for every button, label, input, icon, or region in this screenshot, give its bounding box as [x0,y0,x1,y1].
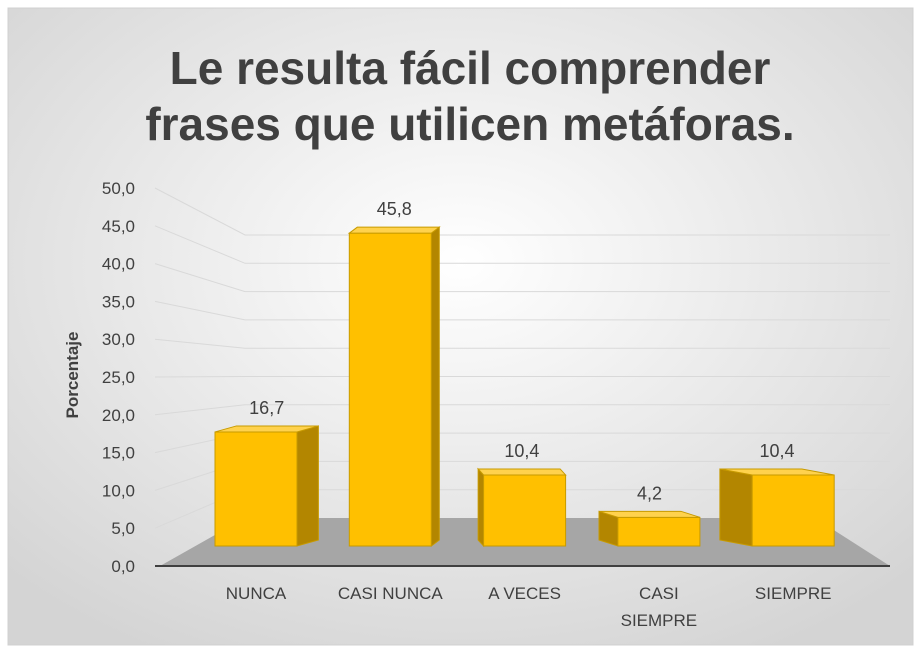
bar-side [477,467,485,548]
bar [477,467,567,548]
y-tick-label: 20,0 [102,406,135,425]
bar-front [617,516,701,547]
value-label: 45,8 [377,199,412,219]
y-tick-label: 15,0 [102,444,135,463]
y-tick-label: 30,0 [102,330,135,349]
bar-side [430,226,440,548]
y-tick-label: 40,0 [102,255,135,274]
x-tick-label: SIEMPRE [754,584,832,603]
x-tick-label: NUNCA [225,584,287,603]
bar-top [598,510,701,518]
value-label: 10,4 [504,441,539,461]
grid-line [154,376,890,378]
bar [214,425,319,547]
x-tick-label: CASI NUNCA [337,584,443,603]
x-tick-label: A VECES [488,584,561,603]
bar [598,510,701,547]
bar-front [348,232,432,547]
bar-front [751,474,835,547]
chart-title: Le resulta fácil comprender frases que u… [145,42,795,150]
bar-top [719,468,835,476]
y-tick-label: 5,0 [111,519,135,538]
y-axis-title: Porcentaje [63,332,82,419]
grid-line [154,187,890,236]
grid-line [154,404,890,416]
y-tick-label: 35,0 [102,292,135,311]
y-tick-label: 50,0 [102,179,135,198]
x-tick-label: CASI SIEMPRE [620,584,698,630]
bar-top [347,226,441,234]
bar [347,226,441,548]
bar-side [719,468,753,547]
bar-front [214,431,298,547]
grid-line [154,338,890,349]
grid-line [154,263,890,293]
grid-line [154,300,890,321]
bar-top [477,468,567,476]
y-tick-label: 25,0 [102,368,135,387]
bar [719,468,835,547]
value-label: 10,4 [760,441,795,461]
y-tick-label: 10,0 [102,481,135,500]
y-tick-label: 45,0 [102,217,135,236]
y-tick-label: 0,0 [111,557,135,576]
grid-line [154,225,890,264]
bar-front [483,474,567,547]
bar-top [214,425,319,433]
bar-side [296,425,319,547]
value-label: 4,2 [637,483,662,503]
value-label: 16,7 [249,398,284,418]
